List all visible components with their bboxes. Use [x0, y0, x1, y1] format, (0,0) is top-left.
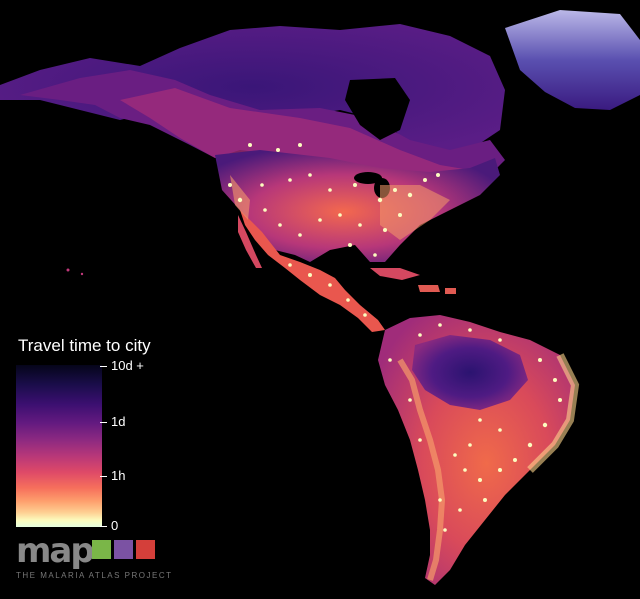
logo-subtitle: THE MALARIA ATLAS PROJECT	[16, 571, 173, 580]
amazon-remote-region	[412, 335, 528, 410]
legend-tick	[100, 366, 107, 367]
logo-box-red-icon	[136, 540, 155, 559]
hudson-bay	[345, 78, 410, 140]
legend-tick-label: 0	[111, 518, 119, 533]
great-lakes	[354, 172, 382, 184]
logo-wordmark: map	[16, 531, 95, 571]
logo-box-green-icon	[92, 540, 111, 559]
legend-tick	[100, 476, 107, 477]
legend-tick-label: 1d	[111, 414, 126, 429]
usa-region	[215, 150, 500, 262]
legend-tick	[100, 422, 107, 423]
legend-tick	[100, 526, 107, 527]
caribbean-islands	[370, 268, 420, 280]
greenland-region	[505, 10, 640, 110]
legend-tick-label: 10d +	[111, 358, 144, 373]
legend-color-bar	[16, 365, 102, 527]
city-markers	[228, 143, 562, 532]
legend-tick-label: 1h	[111, 468, 126, 483]
logo-box-purple-icon	[114, 540, 133, 559]
legend-title: Travel time to city	[18, 336, 151, 355]
